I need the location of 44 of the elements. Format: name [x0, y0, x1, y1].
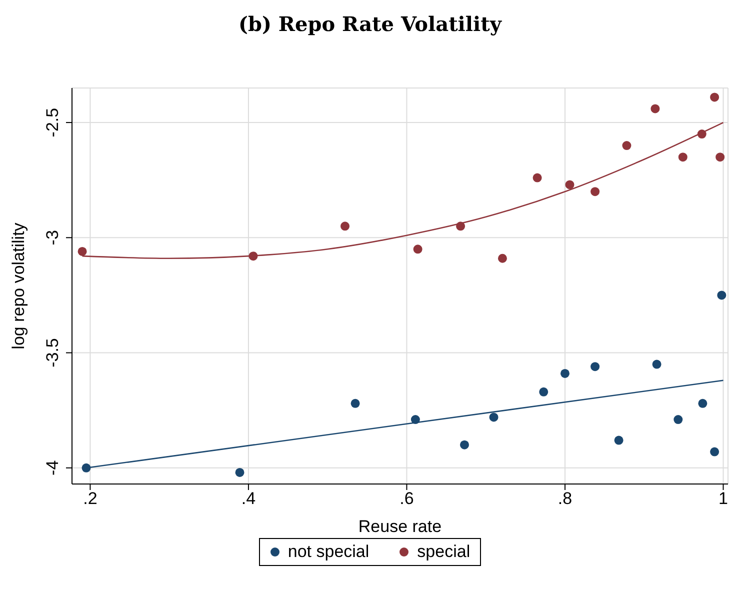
- point: [532, 173, 542, 182]
- point: [78, 246, 87, 256]
- x-tick-label: 1: [718, 489, 728, 508]
- point: [498, 254, 507, 263]
- point: [710, 447, 720, 456]
- legend-label: special: [416, 542, 470, 562]
- point: [678, 152, 688, 162]
- point: [716, 152, 725, 162]
- point: [489, 412, 498, 422]
- point: [340, 222, 350, 231]
- point: [652, 360, 662, 369]
- y-tick-label: -3: [43, 230, 62, 246]
- point: [456, 222, 466, 231]
- x-tick-label: .2: [83, 489, 98, 508]
- x-tick-label: .8: [558, 489, 572, 508]
- point: [614, 436, 624, 445]
- point: [590, 187, 600, 196]
- y-tick-label: -4: [43, 460, 62, 476]
- point: [698, 398, 708, 408]
- point: [82, 463, 91, 472]
- legend-label: not special: [286, 542, 370, 562]
- point: [410, 415, 420, 424]
- x-axis-title: Reuse rate: [358, 517, 442, 536]
- point: [350, 398, 360, 408]
- point: [622, 141, 632, 150]
- point: [674, 415, 683, 424]
- point: [697, 130, 706, 139]
- y-axis-title: log repo volatility: [9, 222, 28, 350]
- point: [650, 104, 660, 114]
- point: [590, 362, 600, 372]
- point: [413, 244, 422, 254]
- x-tick-label: .4: [241, 489, 256, 508]
- point: [717, 290, 726, 300]
- point: [565, 180, 574, 190]
- chart-title: (b) Repo Rate Volatility: [238, 11, 503, 38]
- point: [710, 92, 720, 102]
- point: [248, 252, 258, 261]
- x-tick-label: .6: [400, 489, 414, 508]
- y-tick-label: -2.5: [43, 108, 62, 138]
- point: [235, 468, 244, 477]
- point: [460, 440, 469, 450]
- point: [539, 387, 548, 396]
- y-tick-label: -3.5: [43, 338, 62, 368]
- point: [560, 368, 570, 378]
